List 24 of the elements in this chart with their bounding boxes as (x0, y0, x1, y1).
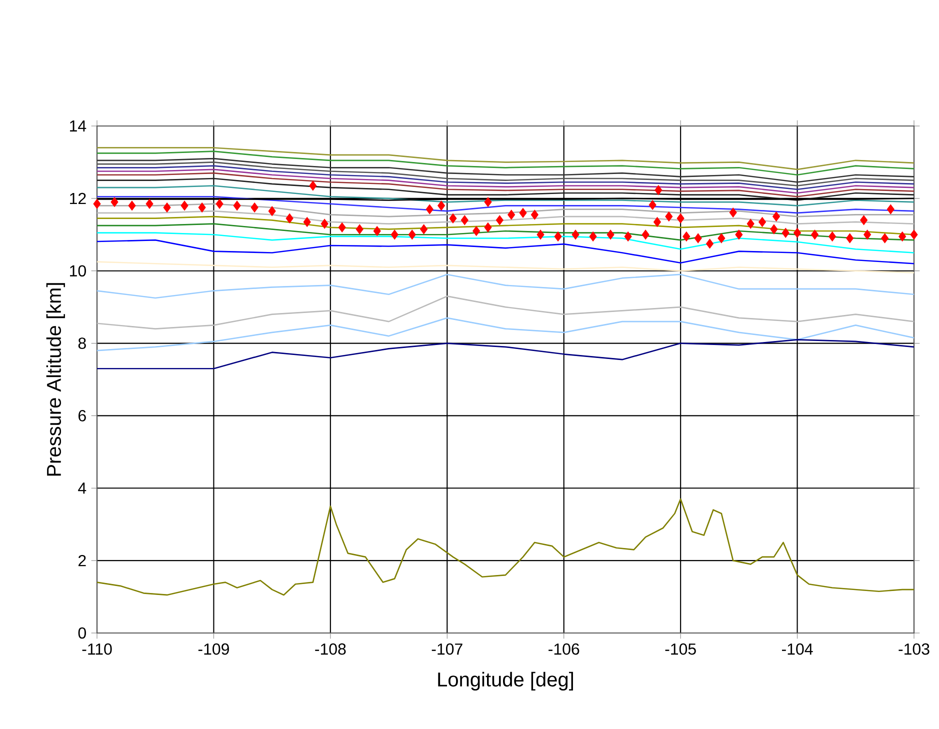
y-tick-label: 6 (78, 410, 86, 422)
y-tick-label: 14 (70, 120, 86, 132)
x-tick-label: -107 (432, 643, 462, 655)
y-tick-label: 8 (78, 338, 86, 349)
x-tick-label: -105 (665, 643, 696, 655)
y-axis-title: Pressure Altitude [km] (46, 283, 65, 476)
line-series (97, 150, 914, 176)
line-series (97, 317, 914, 352)
line-series (97, 239, 914, 264)
y-tick-label: 12 (70, 192, 86, 204)
x-axis-title: Longitude [deg] (438, 672, 573, 691)
x-tick-label: -108 (315, 643, 346, 655)
x-tick-label: -106 (548, 643, 580, 655)
line-series (97, 296, 914, 330)
y-tick-label: 4 (78, 482, 86, 494)
y-tick-label: 2 (78, 554, 86, 566)
x-tick-label: -109 (198, 643, 229, 655)
line-series (97, 178, 914, 201)
x-tick-label: -110 (82, 643, 112, 655)
y-tick-label: 0 (78, 627, 86, 639)
x-tick-label: -104 (782, 643, 813, 655)
line-series (97, 158, 914, 183)
x-tick-label: -103 (898, 643, 930, 655)
y-tick-label: 10 (70, 265, 86, 277)
